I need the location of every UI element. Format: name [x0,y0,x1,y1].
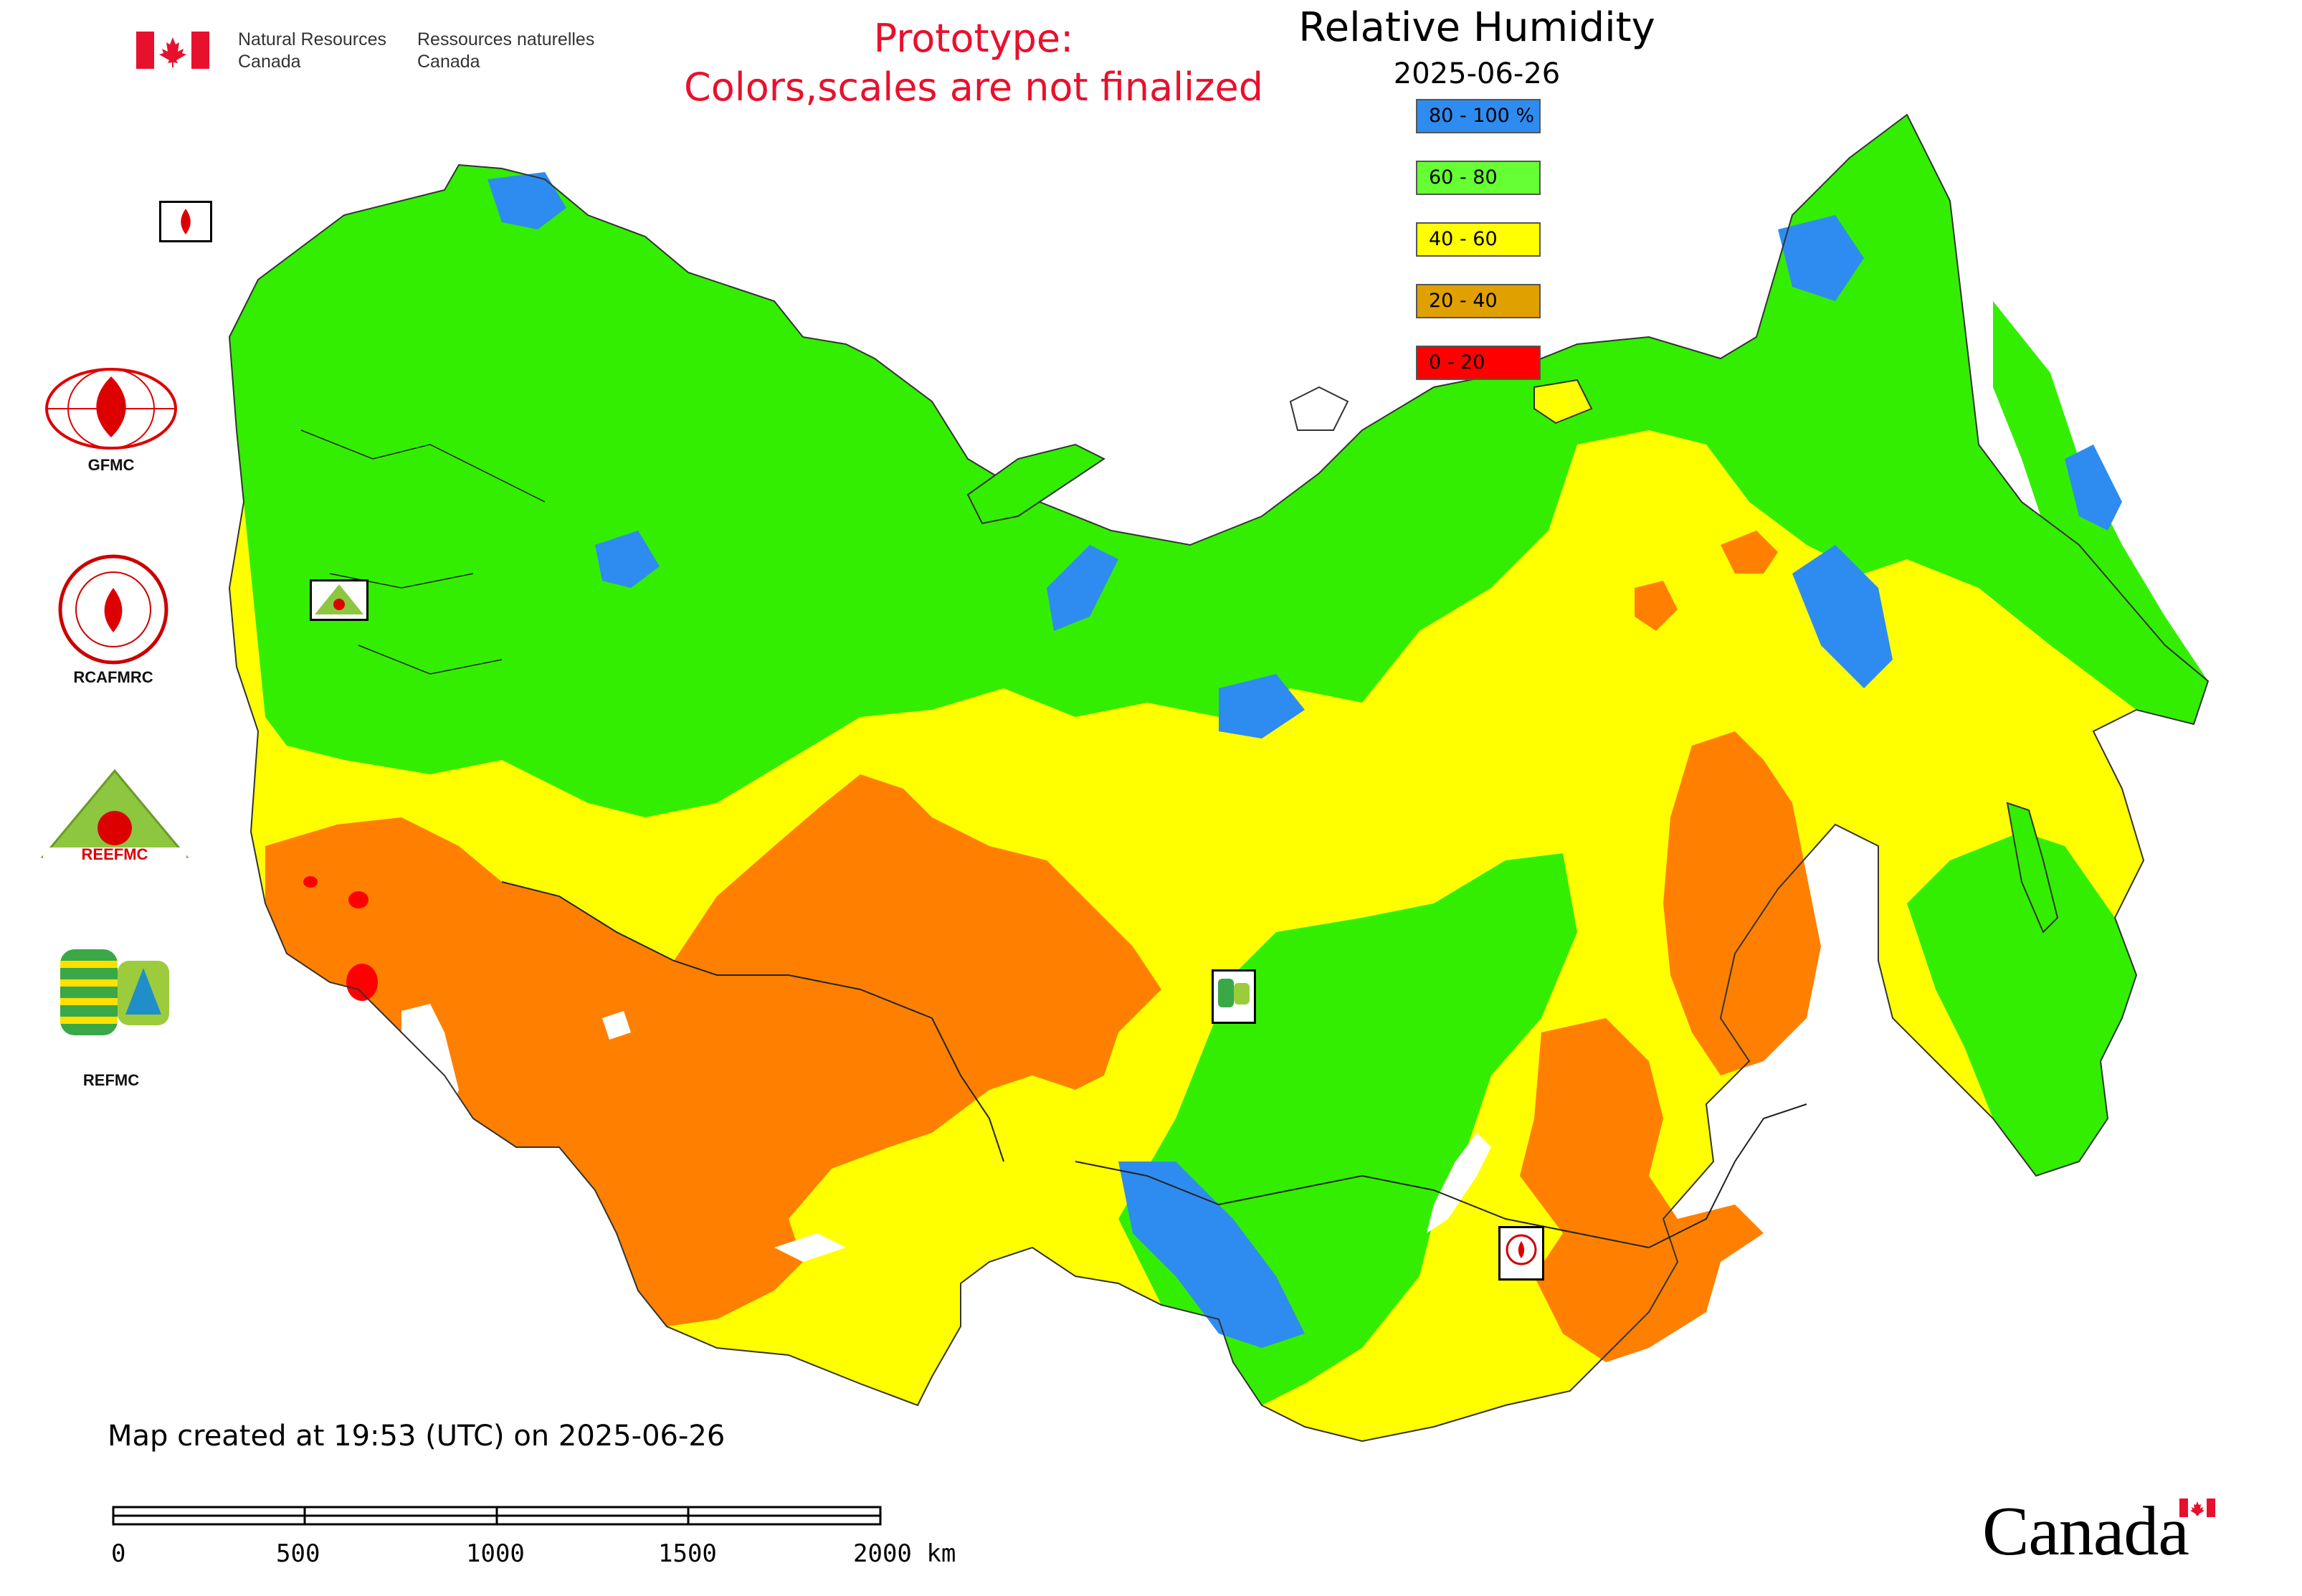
aral-sea [602,1011,631,1040]
lake-baikal [1427,1133,1491,1233]
refmc-logo [60,949,169,1035]
caspian-sea [401,1004,459,1162]
very-humid-chukotka [1778,215,1864,301]
legend-class-40-60: 40 - 60 [1416,222,1541,257]
border-mongolia [1075,1161,1650,1248]
legend-class-80-100: 80 - 100 % [1416,99,1541,133]
reefmc-logo: REEFMC [40,769,189,863]
humid-zone-north [229,115,2208,817]
reefmc-map-marker [310,579,368,621]
dry-spot-kolyma [1721,531,1778,574]
prototype-notice-line1: Prototype: [873,16,1074,61]
new-siberian-islands [1533,379,1593,424]
dry-zone-yakutia [1663,731,1821,1075]
border-kazakhstan [501,881,1004,1162]
rcafmrc-label: RCAFMRC [73,668,153,686]
gov-fr-line1: Ressources naturelles [417,29,595,49]
rcafmrc-map-marker [1498,1226,1544,1281]
very-humid-kola [487,172,566,229]
very-humid-putorana [1219,674,1305,738]
canada-flag-icon [136,32,209,69]
rcafmrc-logo [58,554,168,665]
dry-spot-yakutsk [1635,581,1678,631]
dry-zone-mongolia-east [1520,1018,1764,1362]
gov-signature-en: Natural Resources Canada [238,29,386,73]
severnaya-zemlya [1289,386,1349,431]
lake-balkhash [774,1233,846,1262]
legend-class-label: 20 - 40 [1429,290,1498,312]
gov-fr-line2: Canada [417,52,480,72]
scale-tick-1000: 1000 [466,1539,525,1568]
very-humid-far-east [1792,545,1893,688]
dry-zone-kazakh-south [401,1018,717,1326]
scale-tick-1500: 1500 [658,1539,717,1568]
very-dry-spot-2 [348,891,368,908]
border-regions-west [300,429,546,675]
gov-signature-fr: Ressources naturelles Canada [417,29,594,73]
map-created-timestamp: Map created at 19:53 (UTC) on 2025-06-26 [108,1420,726,1453]
legend-class-0-20: 0 - 20 [1416,346,1541,380]
legend-date: 2025-06-26 [1393,57,1561,90]
gfmc-marker-icon [181,209,191,234]
canada-wordmark: Canada [1982,1493,2189,1570]
very-humid-altai [1118,1162,1305,1348]
border-china-ne [1648,1103,1807,1248]
gfmc-logo [45,368,177,450]
sakhalin [2006,802,2059,934]
gfmc-label: GFMC [87,456,135,474]
very-humid-kamchatka [2065,445,2122,531]
coastline [228,113,2210,1443]
reefmc-marker-icon [315,584,363,614]
scale-tick-500: 500 [276,1539,320,1568]
legend-class-label: 80 - 100 % [1429,105,1535,127]
gfmc-map-marker [159,201,212,242]
refmc-marker-icon [1218,979,1250,1007]
very-dry-spot-1 [346,964,378,1001]
prototype-notice-line2: Colors,scales are not finalized [684,65,1263,110]
very-humid-yamal [1047,545,1118,631]
legend-class-label: 40 - 60 [1429,228,1498,250]
legend-class-60-80: 60 - 80 [1416,161,1541,195]
wordmark-flag-icon [2179,1498,2215,1517]
novaya-zemlya [966,443,1105,525]
very-humid-karelia [595,531,660,588]
rcafmrc-marker-icon [1506,1234,1537,1265]
scale-tick-2000: 2000 km [853,1539,956,1568]
scale-tick-0: 0 [111,1539,125,1568]
legend-class-label: 0 - 20 [1429,351,1485,374]
humid-zone-far-east [1907,832,2136,1176]
very-dry-spot-3 [303,876,318,888]
gov-en-line2: Canada [238,52,301,72]
svg-text:REEFMC: REEFMC [82,845,148,863]
refmc-label: REFMC [82,1071,140,1089]
gov-en-line1: Natural Resources [238,29,387,49]
legend-class-label: 60 - 80 [1429,166,1498,189]
refmc-map-marker [1212,969,1256,1024]
dry-zone-central-asia [265,774,1161,1326]
legend-class-20-40: 20 - 40 [1416,284,1541,318]
legend-title: Relative Humidity [1298,4,1655,51]
